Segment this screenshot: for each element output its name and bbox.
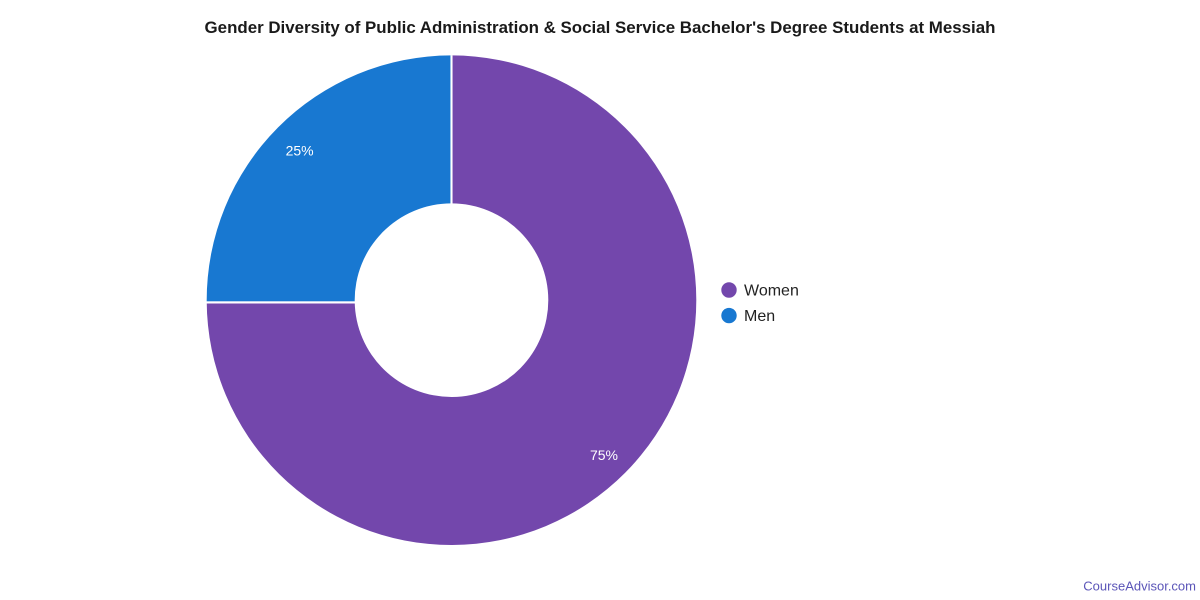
svg-text:75%: 75% [590, 447, 618, 463]
svg-text:Women: Women [744, 283, 799, 300]
svg-text:CourseAdvisor.com: CourseAdvisor.com [1083, 579, 1196, 594]
svg-text:Men: Men [744, 308, 775, 325]
svg-text:25%: 25% [286, 143, 314, 159]
